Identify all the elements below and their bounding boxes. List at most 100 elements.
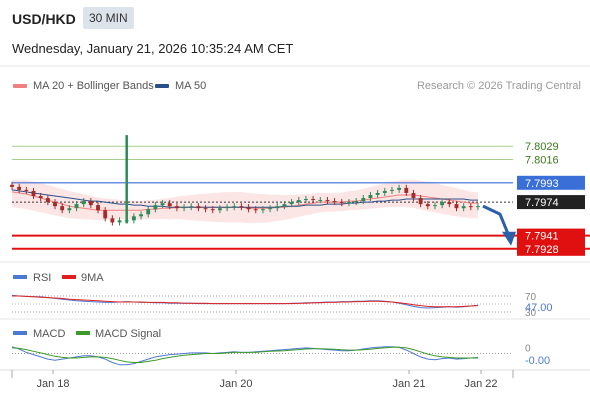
level-label-3: 7.7974: [525, 197, 559, 209]
candle-body-22: [167, 203, 172, 207]
candle-body-38: [282, 204, 287, 207]
candle-body-29: [217, 208, 222, 211]
candle-body-26: [196, 206, 201, 209]
candle-body-52: [382, 190, 387, 193]
rsi-level-label-0: 70: [525, 292, 537, 303]
macd-current-label: -0.00: [525, 355, 550, 367]
candle-body-55: [404, 187, 409, 193]
level-label-4: 7.7941: [525, 231, 559, 243]
research-credit: Research © 2026 Trading Central: [416, 80, 581, 92]
ma50-swatch: [155, 84, 169, 88]
candle-body-2: [24, 189, 29, 191]
candle-body-23: [174, 206, 179, 209]
candle-body-30: [225, 207, 230, 209]
timestamp: Wednesday, January 21, 2026 10:35:24 AM …: [12, 41, 294, 56]
level-tag-5: [517, 241, 585, 256]
macd-zero-label: 0: [525, 344, 531, 355]
macd-signal-legend-swatch: [76, 331, 90, 335]
legend-ma50: MA 50: [155, 80, 206, 92]
candle-body-31: [232, 206, 237, 208]
candle-body-43: [318, 200, 323, 202]
rsi-current-label: 47.00: [525, 302, 553, 314]
candle-body-47: [347, 202, 351, 204]
candle-body-54: [397, 187, 402, 190]
candle-body-34: [253, 209, 258, 211]
candle-body-32: [239, 206, 244, 208]
rsi-line: [11, 294, 479, 309]
candle-body-40: [296, 200, 301, 203]
candle-body-12: [96, 205, 100, 211]
candle-body-11: [88, 201, 93, 206]
level-tag-3: [517, 195, 585, 210]
forecast-arrow-head: [502, 231, 516, 246]
level-label-2: 7.7993: [525, 178, 559, 190]
macd-signal-legend-label: MACD Signal: [95, 328, 161, 340]
macd-line: [11, 346, 479, 366]
candle-body-46: [339, 202, 344, 204]
chart-header: USD/HKD 30 MIN Wednesday, January 21, 20…: [0, 0, 590, 66]
rsi-ma-legend-label: 9MA: [81, 272, 104, 284]
candle-body-41: [303, 199, 308, 201]
candle-body-65: [476, 206, 480, 208]
candle-body-1: [17, 186, 22, 190]
candle-body-59: [433, 205, 437, 207]
candle-body-49: [361, 198, 366, 202]
candle-body-58: [425, 204, 430, 207]
level-label-0: 7.8029: [525, 141, 559, 153]
candle-body-18: [139, 214, 143, 217]
candle-body-36: [268, 208, 273, 210]
candle-body-17: [131, 216, 136, 221]
candle-body-3: [31, 190, 36, 196]
rsi-legend-swatch: [13, 275, 27, 279]
rsi-ma-legend-swatch: [62, 275, 76, 279]
timeframe-button[interactable]: 30 MIN: [83, 7, 134, 29]
candle-body-10: [81, 201, 86, 205]
x-tick-label-1: Jan 20: [219, 378, 252, 390]
rsi-level-label-1: 30: [525, 308, 537, 319]
candle-body-60: [440, 202, 445, 206]
candle-body-61: [447, 202, 452, 205]
candle-body-15: [117, 220, 122, 223]
candle-body-7: [60, 206, 65, 211]
candle-body-53: [390, 189, 394, 191]
candle-body-21: [160, 203, 165, 206]
candle-body-57: [418, 198, 423, 205]
ma20-swatch: [13, 84, 27, 88]
forecast-arrow: [482, 204, 510, 235]
rsi-ma-line: [12, 295, 479, 308]
level-tag-4: [517, 228, 585, 243]
candle-body-44: [325, 200, 330, 202]
legend-ma20-label: MA 20 + Bollinger Bands: [33, 80, 154, 92]
legend-ma50-label: MA 50: [175, 80, 207, 92]
candle-body-25: [189, 206, 194, 208]
instrument-title: USD/HKD: [12, 11, 76, 27]
macd-legend-label: MACD: [33, 328, 65, 340]
candle-body-5: [45, 198, 50, 203]
candle-body-39: [289, 202, 294, 205]
candle-body-19: [146, 209, 151, 215]
candle-body-20: [153, 205, 158, 210]
bollinger-band: [12, 179, 478, 224]
rsi-legend-label: RSI: [33, 272, 51, 284]
candle-body-33: [246, 207, 251, 210]
candle-body-50: [368, 194, 373, 199]
candle-body-63: [461, 206, 466, 209]
candle-body-13: [103, 210, 108, 219]
candle-body-64: [468, 206, 473, 208]
candle-body-35: [260, 209, 265, 211]
candle-body-45: [332, 201, 337, 203]
candle-body-0: [10, 184, 14, 187]
x-tick-label-0: Jan 18: [36, 378, 69, 390]
level-label-1: 7.8016: [525, 154, 559, 166]
candle-body-6: [53, 202, 57, 207]
x-tick-label-3: Jan 22: [464, 378, 497, 390]
candle-body-28: [210, 209, 215, 211]
candle-body-27: [203, 208, 208, 210]
level-label-5: 7.7928: [525, 244, 559, 256]
ma50-line: [11, 189, 478, 208]
x-tick-label-2: Jan 21: [392, 378, 425, 390]
candle-body-48: [354, 201, 359, 203]
candle-body-8: [67, 208, 72, 211]
candle-body-51: [375, 192, 380, 195]
